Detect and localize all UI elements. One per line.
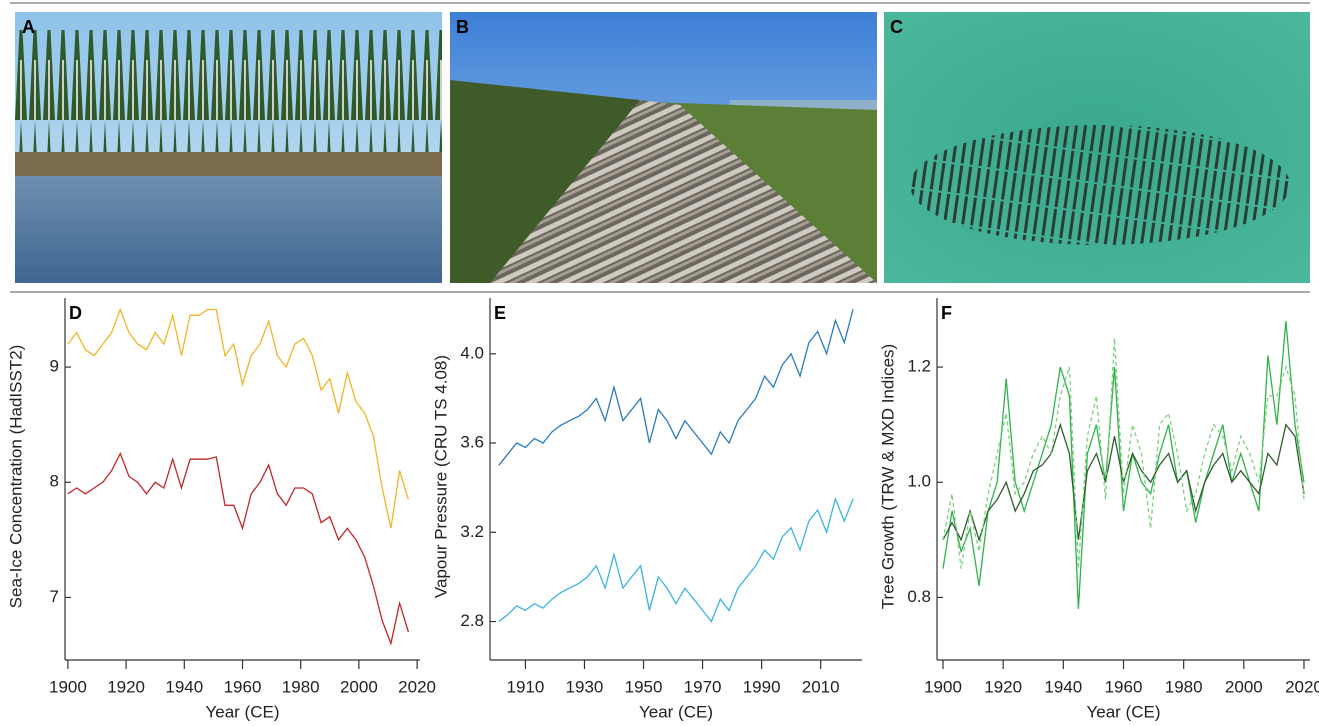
- y-axis-label: Vapour Pressure (CRU TS 4.08): [431, 355, 450, 598]
- y-tick-label: 4.0: [460, 343, 484, 362]
- figure: A B C 7 8 9 1900 1920 1940 1960 1980 2000 2020 D Ye…: [0, 0, 1319, 726]
- x-tick-label: 1950: [625, 677, 663, 696]
- series-line: [68, 310, 409, 529]
- y-axis-label: Tree Growth (TRW & MXD Indices): [878, 344, 897, 609]
- x-tick-label: 2020: [1285, 677, 1319, 696]
- x-tick-label: 1980: [1165, 677, 1203, 696]
- photo-label: B: [456, 17, 469, 37]
- y-axis-label: Sea-Ice Concentration (HadISST2): [6, 345, 25, 609]
- x-tick-label: 1920: [107, 677, 145, 696]
- series-line: [943, 321, 1304, 609]
- series-line: [68, 454, 409, 644]
- panel-label: E: [494, 303, 506, 323]
- x-tick-label: 2020: [398, 677, 436, 696]
- y-tick-label: 3.6: [460, 433, 484, 452]
- series-line: [499, 309, 853, 465]
- x-tick-label: 1980: [282, 677, 320, 696]
- x-tick-label: 1960: [224, 677, 262, 696]
- photo-label: C: [890, 17, 903, 37]
- series-line: [943, 338, 1304, 568]
- x-tick-label: 1940: [1044, 677, 1082, 696]
- x-tick-label: 2000: [340, 677, 378, 696]
- x-tick-label: 1910: [507, 677, 545, 696]
- series-line: [499, 499, 853, 622]
- y-tick-label: 0.8: [907, 587, 931, 606]
- x-axis-label: Year (CE): [205, 702, 279, 721]
- x-axis-label: Year (CE): [639, 702, 713, 721]
- x-tick-label: 2000: [1225, 677, 1263, 696]
- x-axis-label: Year (CE): [1086, 702, 1160, 721]
- panel-label: F: [941, 303, 952, 323]
- x-tick-label: 1920: [984, 677, 1022, 696]
- y-tick-label: 7: [50, 587, 59, 606]
- x-tick-label: 1900: [924, 677, 962, 696]
- x-tick-label: 1940: [165, 677, 203, 696]
- photo-a: [15, 12, 442, 283]
- y-tick-label: 1.0: [907, 472, 931, 491]
- x-tick-label: 2010: [802, 677, 840, 696]
- y-tick-label: 8: [50, 472, 59, 491]
- y-tick-label: 1.2: [907, 357, 931, 376]
- x-tick-label: 1990: [743, 677, 781, 696]
- photo-b: [450, 12, 877, 283]
- y-tick-label: 9: [50, 357, 59, 376]
- photo-label: A: [22, 17, 35, 37]
- y-tick-label: 3.2: [460, 522, 484, 541]
- x-tick-label: 1930: [566, 677, 604, 696]
- photo-c: [884, 12, 1310, 283]
- y-tick-label: 2.8: [460, 611, 484, 630]
- panel-label: D: [69, 303, 82, 323]
- x-tick-label: 1900: [49, 677, 87, 696]
- x-tick-label: 1970: [684, 677, 722, 696]
- x-tick-label: 1960: [1105, 677, 1143, 696]
